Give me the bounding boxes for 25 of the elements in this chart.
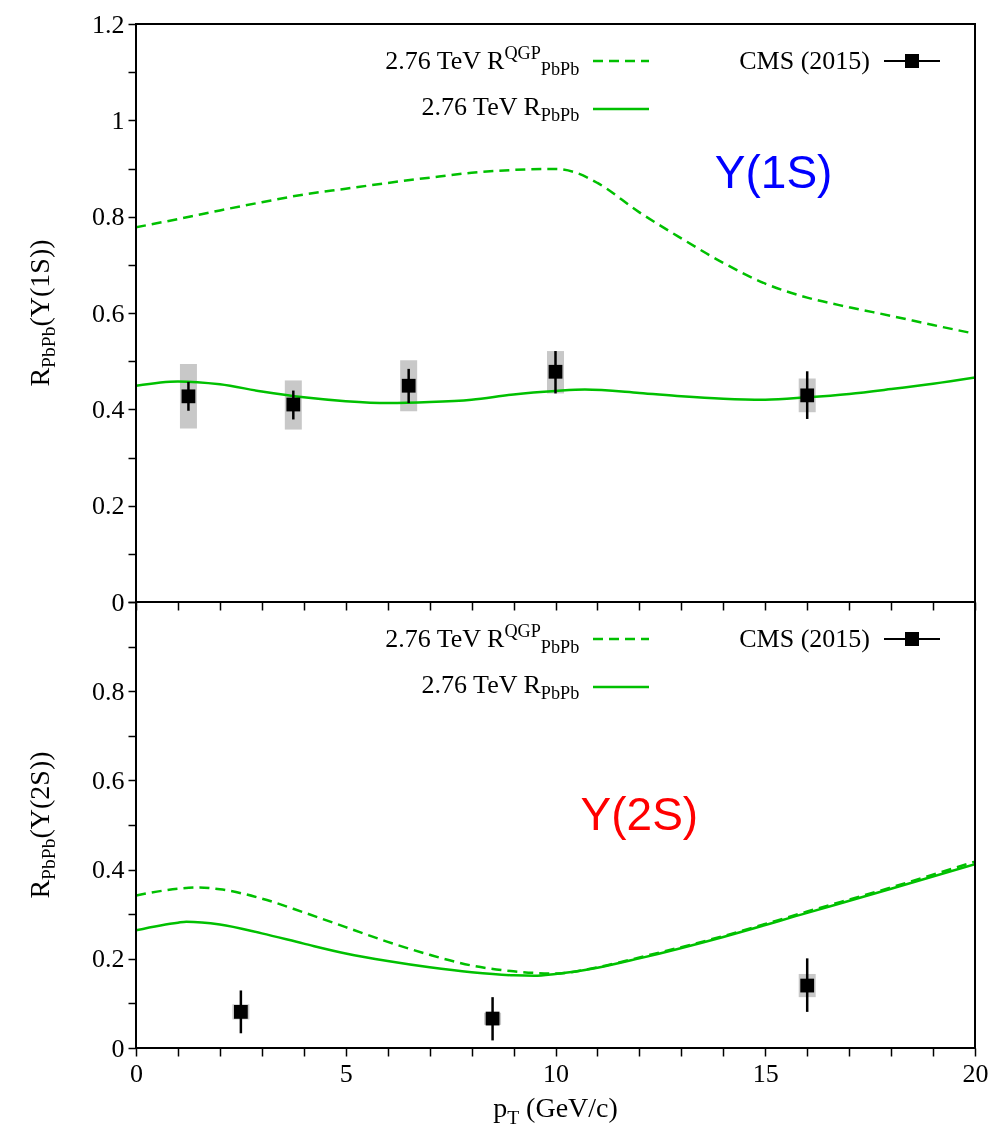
legend-label: 2.76 TeV R$_{PbPb}$ xyxy=(421,669,580,705)
annotation: Υ(2S) xyxy=(580,788,699,841)
point xyxy=(181,389,196,404)
y-tick-label: 1.2 xyxy=(92,9,125,39)
x-tick-label: 15 xyxy=(752,1058,779,1088)
y-tick-label: 0.2 xyxy=(92,944,125,974)
x-tick-label: 10 xyxy=(543,1058,569,1088)
y-tick-label: 0.4 xyxy=(92,855,125,885)
y-tick-label: 0.6 xyxy=(92,765,125,795)
y-tick-label: 0.6 xyxy=(92,298,125,328)
y-tick-label: 0.8 xyxy=(92,202,125,232)
y-tick-label: 0 xyxy=(111,1033,125,1063)
legend-label: CMS (2015) xyxy=(739,624,870,654)
y-tick-label: 0.8 xyxy=(92,676,125,706)
y-tick-label: 1 xyxy=(111,105,125,135)
x-tick-label: 20 xyxy=(962,1058,989,1088)
legend-label: 2.76 TeV R$_{PbPb}$ xyxy=(421,91,580,127)
y-tick-label: 0 xyxy=(111,587,125,617)
y-tick-label: 0.2 xyxy=(92,491,125,521)
y-tick-label: 0.4 xyxy=(92,394,125,424)
x-tick-label: 5 xyxy=(339,1058,353,1088)
annotation: Υ(1S) xyxy=(714,146,833,199)
legend-label: CMS (2015) xyxy=(739,46,870,76)
line-series xyxy=(136,376,975,405)
x-axis-title: p$_{T}$ (GeV/c) xyxy=(493,1092,618,1129)
